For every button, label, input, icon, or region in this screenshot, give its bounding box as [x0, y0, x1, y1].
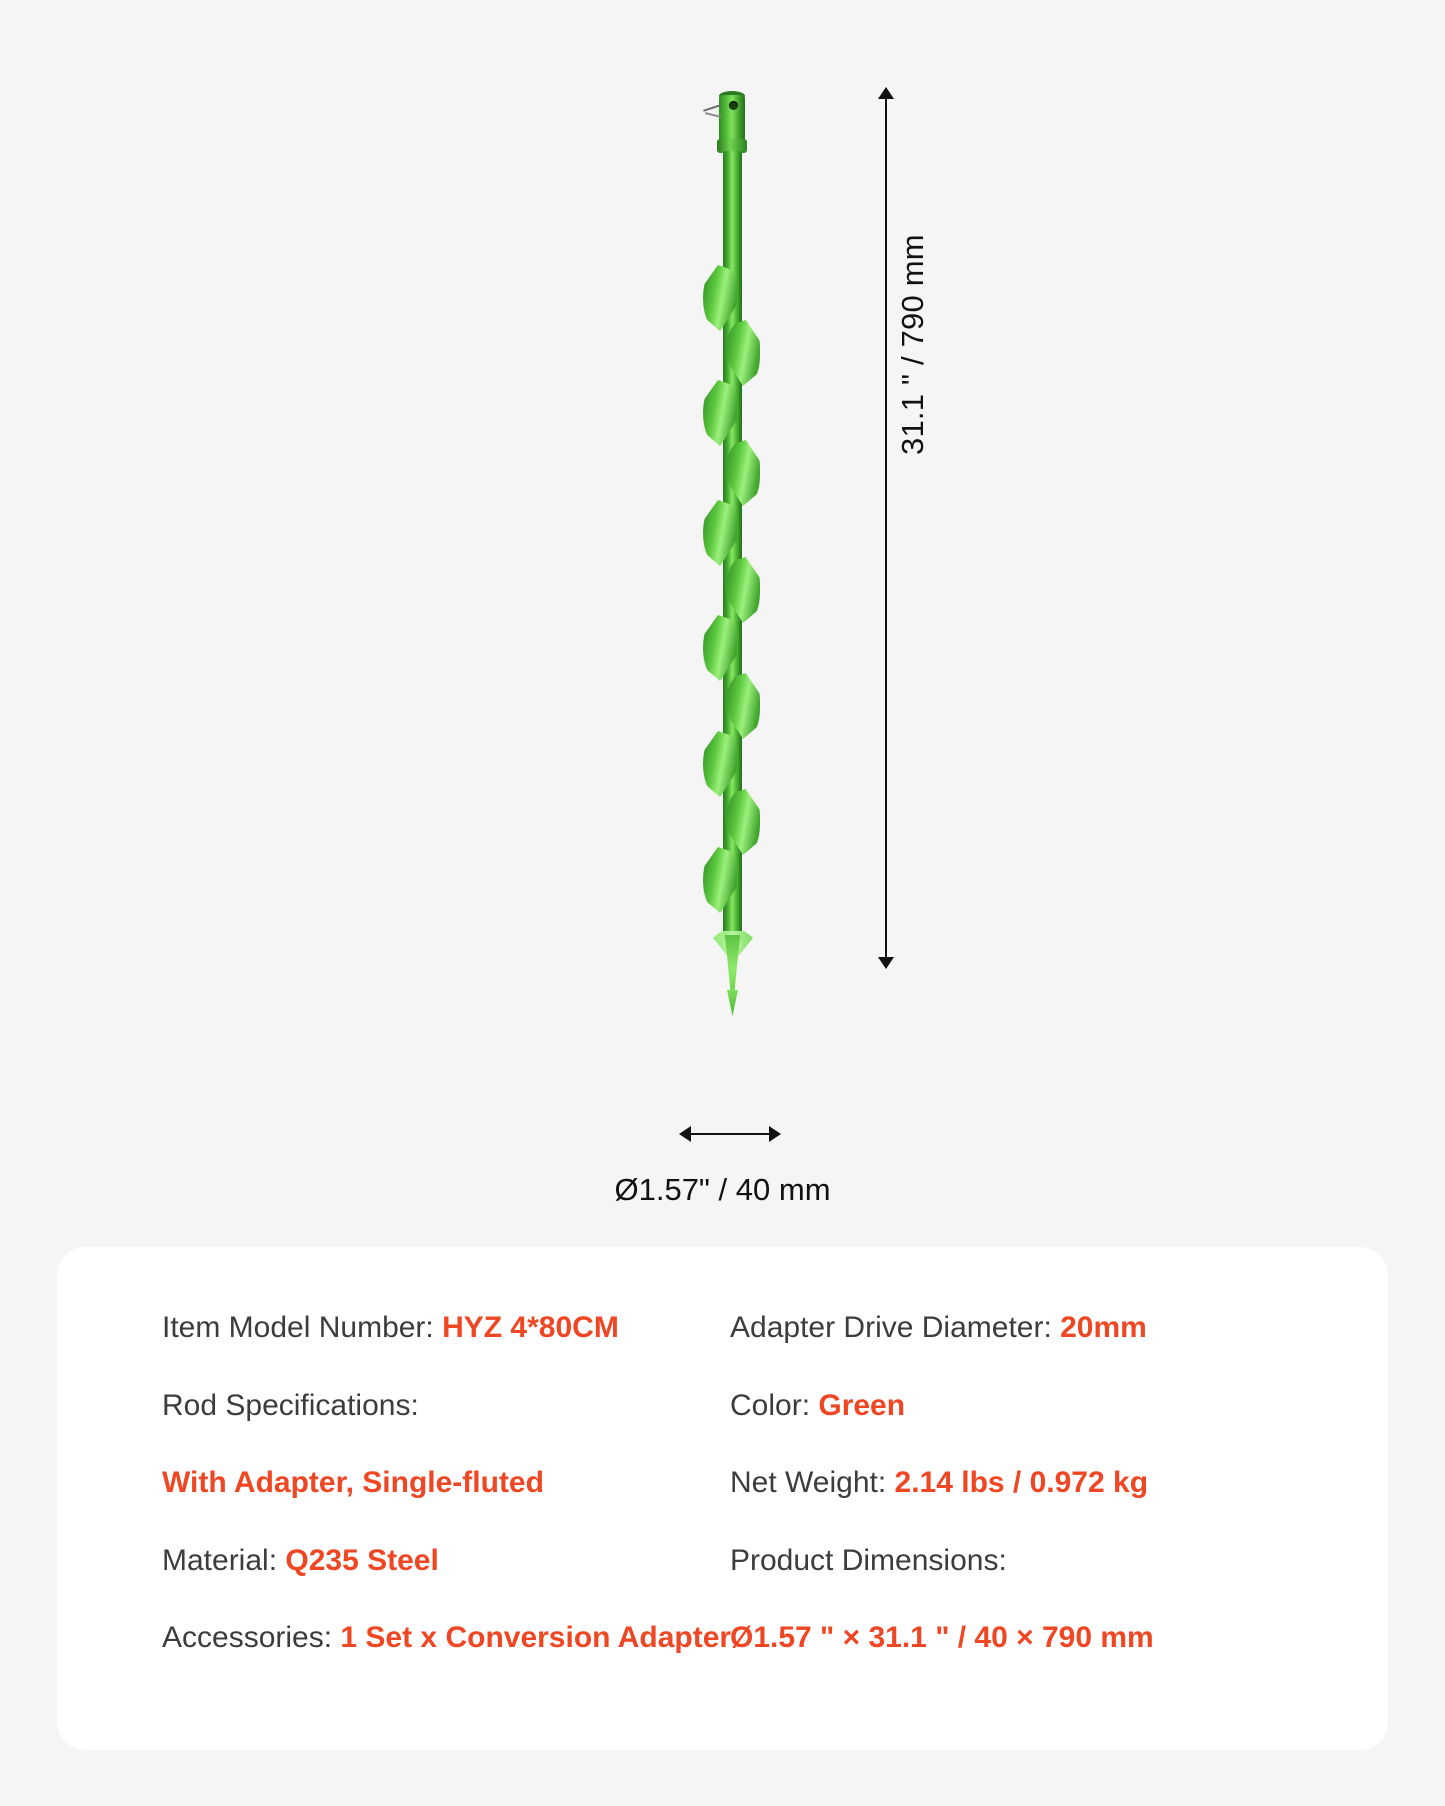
length-dimension-line	[878, 87, 894, 969]
spec-value: Green	[818, 1388, 906, 1422]
spec-row: Product Dimensions:	[730, 1542, 1330, 1580]
drill-tip	[725, 935, 740, 997]
spec-label: Rod Specifications:	[162, 1388, 419, 1422]
spec-column-left: Item Model Number: HYZ 4*80CM Rod Specif…	[162, 1309, 782, 1657]
spec-label: Color:	[730, 1388, 819, 1422]
spec-row: Rod Specifications:	[162, 1387, 782, 1425]
spec-value: 2.14 lbs / 0.972 kg	[894, 1466, 1149, 1499]
spec-value: HYZ 4*80CM	[442, 1311, 619, 1344]
spec-label: Item Model Number:	[162, 1311, 443, 1344]
spec-label: Net Weight:	[730, 1466, 895, 1499]
spec-row: Adapter Drive Diameter: 20mm	[730, 1309, 1330, 1347]
specification-card: Item Model Number: HYZ 4*80CM Rod Specif…	[57, 1247, 1388, 1750]
spec-value-continuation: Ø1.57 " × 31.1 " / 40 × 790 mm	[730, 1621, 1154, 1654]
spec-label: Product Dimensions:	[730, 1543, 1007, 1577]
spec-row: Material: Q235 Steel	[162, 1542, 782, 1580]
arrow-down-icon	[878, 957, 894, 969]
diameter-dimension-line	[679, 1126, 781, 1142]
spec-value: Q235 Steel	[285, 1543, 439, 1577]
product-image-section: 31.1 " / 790 mm Ø1.57" / 40 mm	[614, 87, 930, 1207]
spec-label: Adapter Drive Diameter:	[730, 1311, 1061, 1344]
spec-row: Accessories: 1 Set x Conversion Adapter	[162, 1619, 782, 1657]
spec-column-right: Adapter Drive Diameter: 20mm Color: Gree…	[730, 1309, 1330, 1657]
spec-row: Item Model Number: HYZ 4*80CM	[162, 1309, 782, 1347]
arrow-left-icon	[679, 1126, 691, 1142]
diameter-dimension-label: Ø1.57" / 40 mm	[614, 1172, 831, 1207]
spec-value: 1 Set x Conversion Adapter	[340, 1621, 732, 1654]
spec-label: Material:	[162, 1543, 286, 1577]
spec-value-continuation: With Adapter, Single-fluted	[162, 1466, 544, 1499]
arrow-up-icon	[878, 87, 894, 99]
length-dimension-label: 31.1 " / 790 mm	[895, 234, 930, 455]
drill-point	[727, 990, 738, 1016]
auger-drill-bit-image	[697, 91, 767, 1016]
spec-label: Accessories:	[162, 1621, 341, 1654]
spec-row: With Adapter, Single-fluted	[162, 1464, 782, 1502]
arrow-right-icon	[769, 1126, 781, 1142]
spec-row: Net Weight: 2.14 lbs / 0.972 kg	[730, 1464, 1330, 1502]
adapter-collar	[717, 139, 747, 153]
spec-row: Color: Green	[730, 1387, 1330, 1425]
spec-value: 20mm	[1060, 1311, 1147, 1344]
spec-row: Ø1.57 " × 31.1 " / 40 × 790 mm	[730, 1619, 1330, 1657]
shank-pin-hole	[729, 101, 738, 110]
